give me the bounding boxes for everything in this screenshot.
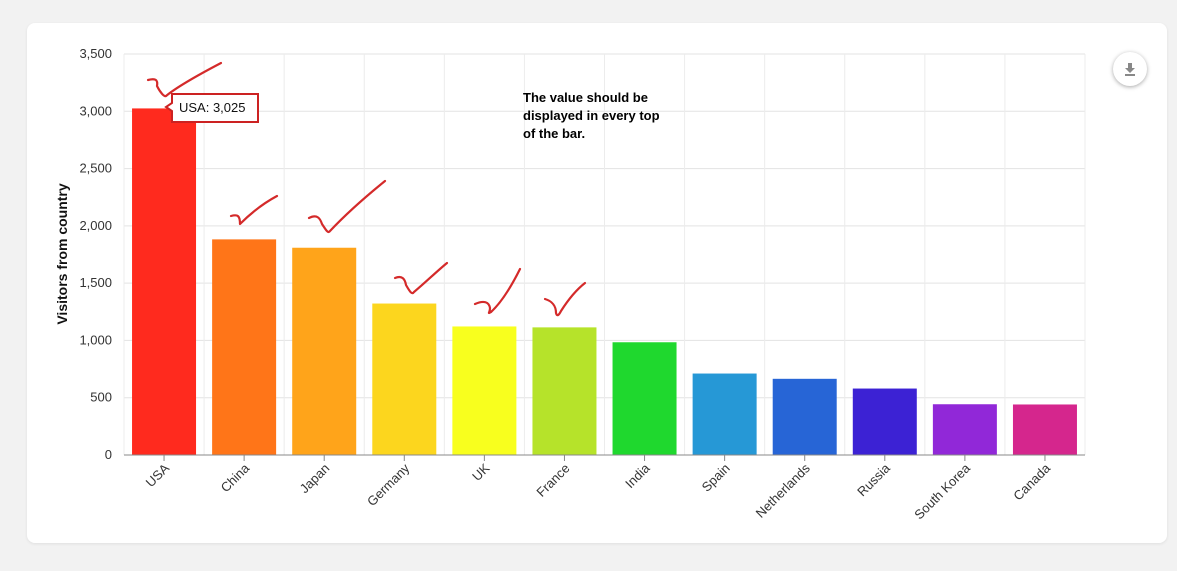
bar-netherlands[interactable] — [772, 378, 837, 455]
bar-usa[interactable] — [132, 108, 197, 456]
y-tick-label: 2,500 — [79, 161, 112, 176]
x-tick-label: UK — [469, 460, 493, 484]
bar-uk[interactable] — [452, 326, 517, 455]
download-icon — [1125, 63, 1135, 76]
check-mark-china — [229, 194, 279, 226]
x-tick-label: Netherlands — [753, 460, 814, 521]
tooltip: USA: 3,025 — [164, 93, 259, 123]
annotation-line-1: The value should be — [523, 90, 648, 105]
x-tick-label: USA — [143, 460, 173, 490]
bar-china[interactable] — [212, 239, 277, 455]
x-tick-label: France — [533, 461, 572, 500]
y-tick-label: 0 — [105, 447, 112, 462]
y-tick-label: 1,500 — [79, 275, 112, 290]
bar-canada[interactable] — [1012, 404, 1077, 455]
bar-spain[interactable] — [692, 373, 757, 455]
y-tick-label: 3,500 — [79, 46, 112, 61]
annotation-note: The value should be displayed in every t… — [523, 90, 660, 141]
x-tick-label: Spain — [699, 461, 733, 495]
bar-south-korea[interactable] — [932, 404, 997, 455]
download-button[interactable] — [1113, 52, 1147, 86]
check-mark-uk — [473, 267, 522, 315]
annotation-line-2: displayed in every top — [523, 108, 660, 123]
y-tick-label: 500 — [90, 390, 112, 405]
x-tick-label: China — [218, 460, 253, 495]
bar-india[interactable] — [612, 342, 677, 455]
y-axis-label: Visitors from country — [54, 183, 70, 325]
bars — [132, 108, 1077, 456]
bar-germany[interactable] — [372, 303, 437, 455]
annotation-line-3: of the bar. — [523, 126, 585, 141]
y-tick-label: 1,000 — [79, 332, 112, 347]
y-axis-ticks: 0 500 1,000 1,500 2,000 2,500 3,000 3,500 — [79, 46, 112, 462]
bar-russia[interactable] — [852, 388, 917, 455]
x-tick-label: Japan — [297, 461, 333, 497]
check-mark-japan — [307, 179, 387, 234]
check-mark-germany — [393, 261, 449, 295]
tooltip-text: USA: 3,025 — [179, 100, 246, 115]
check-mark-france — [543, 281, 587, 317]
x-tick-label: Germany — [364, 460, 413, 509]
bar-japan[interactable] — [292, 247, 357, 455]
x-tick-label: Russia — [854, 460, 893, 499]
y-tick-label: 2,000 — [79, 218, 112, 233]
x-tick-label: India — [622, 460, 653, 491]
x-axis-ticks: USA China Japan Germany UK France India Spain Ne… — [124, 454, 1085, 522]
y-tick-label: 3,000 — [79, 103, 112, 118]
tooltip-box — [164, 93, 259, 123]
check-mark-usa — [146, 61, 223, 98]
bar-france[interactable] — [532, 327, 597, 455]
x-tick-label: South Korea — [911, 460, 973, 522]
check-marks — [146, 61, 587, 317]
x-tick-label: Canada — [1010, 460, 1053, 503]
